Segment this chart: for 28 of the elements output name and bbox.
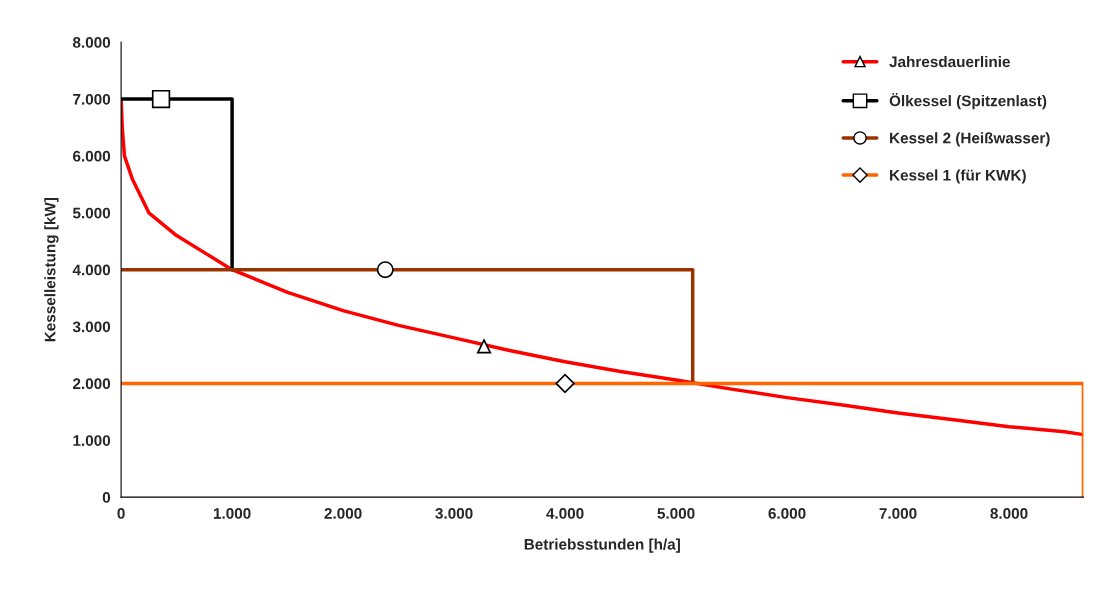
x-tick-label: 2.000: [324, 508, 362, 519]
y-tick-label: 6.000: [73, 150, 111, 162]
x-tick-label: 4.000: [546, 508, 584, 519]
legend-label: Ölkessel (Spitzenlast): [889, 93, 1047, 110]
y-tick-label: 8.000: [72, 37, 111, 48]
x-tick-label: 7.000: [879, 508, 917, 519]
x-tick-label: 1.000: [213, 508, 251, 519]
y-tick-label: 4.000: [72, 264, 111, 276]
legend-label: Kessel 1 (für KWK): [890, 169, 1026, 184]
point: [376, 261, 394, 279]
x-tick-label: 6.000: [768, 508, 806, 519]
y-tick-label: 0: [102, 492, 111, 503]
legend-label: Jahresdauerlinie: [889, 55, 1010, 68]
legend-label: Kessel 2 (Heißwasser): [890, 132, 1050, 147]
x-tick-label: 5.000: [657, 508, 695, 519]
y-tick-label: 2.000: [73, 378, 111, 390]
point: [151, 89, 171, 109]
point: [555, 373, 575, 394]
point: [476, 339, 492, 354]
y-tick-label: 7.000: [73, 93, 111, 105]
x-axis-title: Betriebsstunden [h/a]: [524, 538, 680, 553]
y-axis-title: Kesselleistung [kW]: [44, 197, 59, 342]
y-tick-label: 5.000: [72, 207, 111, 219]
x-tick-label: 0: [117, 508, 125, 519]
x-tick-label: 8.000: [990, 508, 1028, 519]
y-tick-label: 1.000: [73, 435, 111, 446]
x-tick-label: 3.000: [435, 508, 473, 519]
y-tick-label: 3.000: [72, 321, 111, 333]
